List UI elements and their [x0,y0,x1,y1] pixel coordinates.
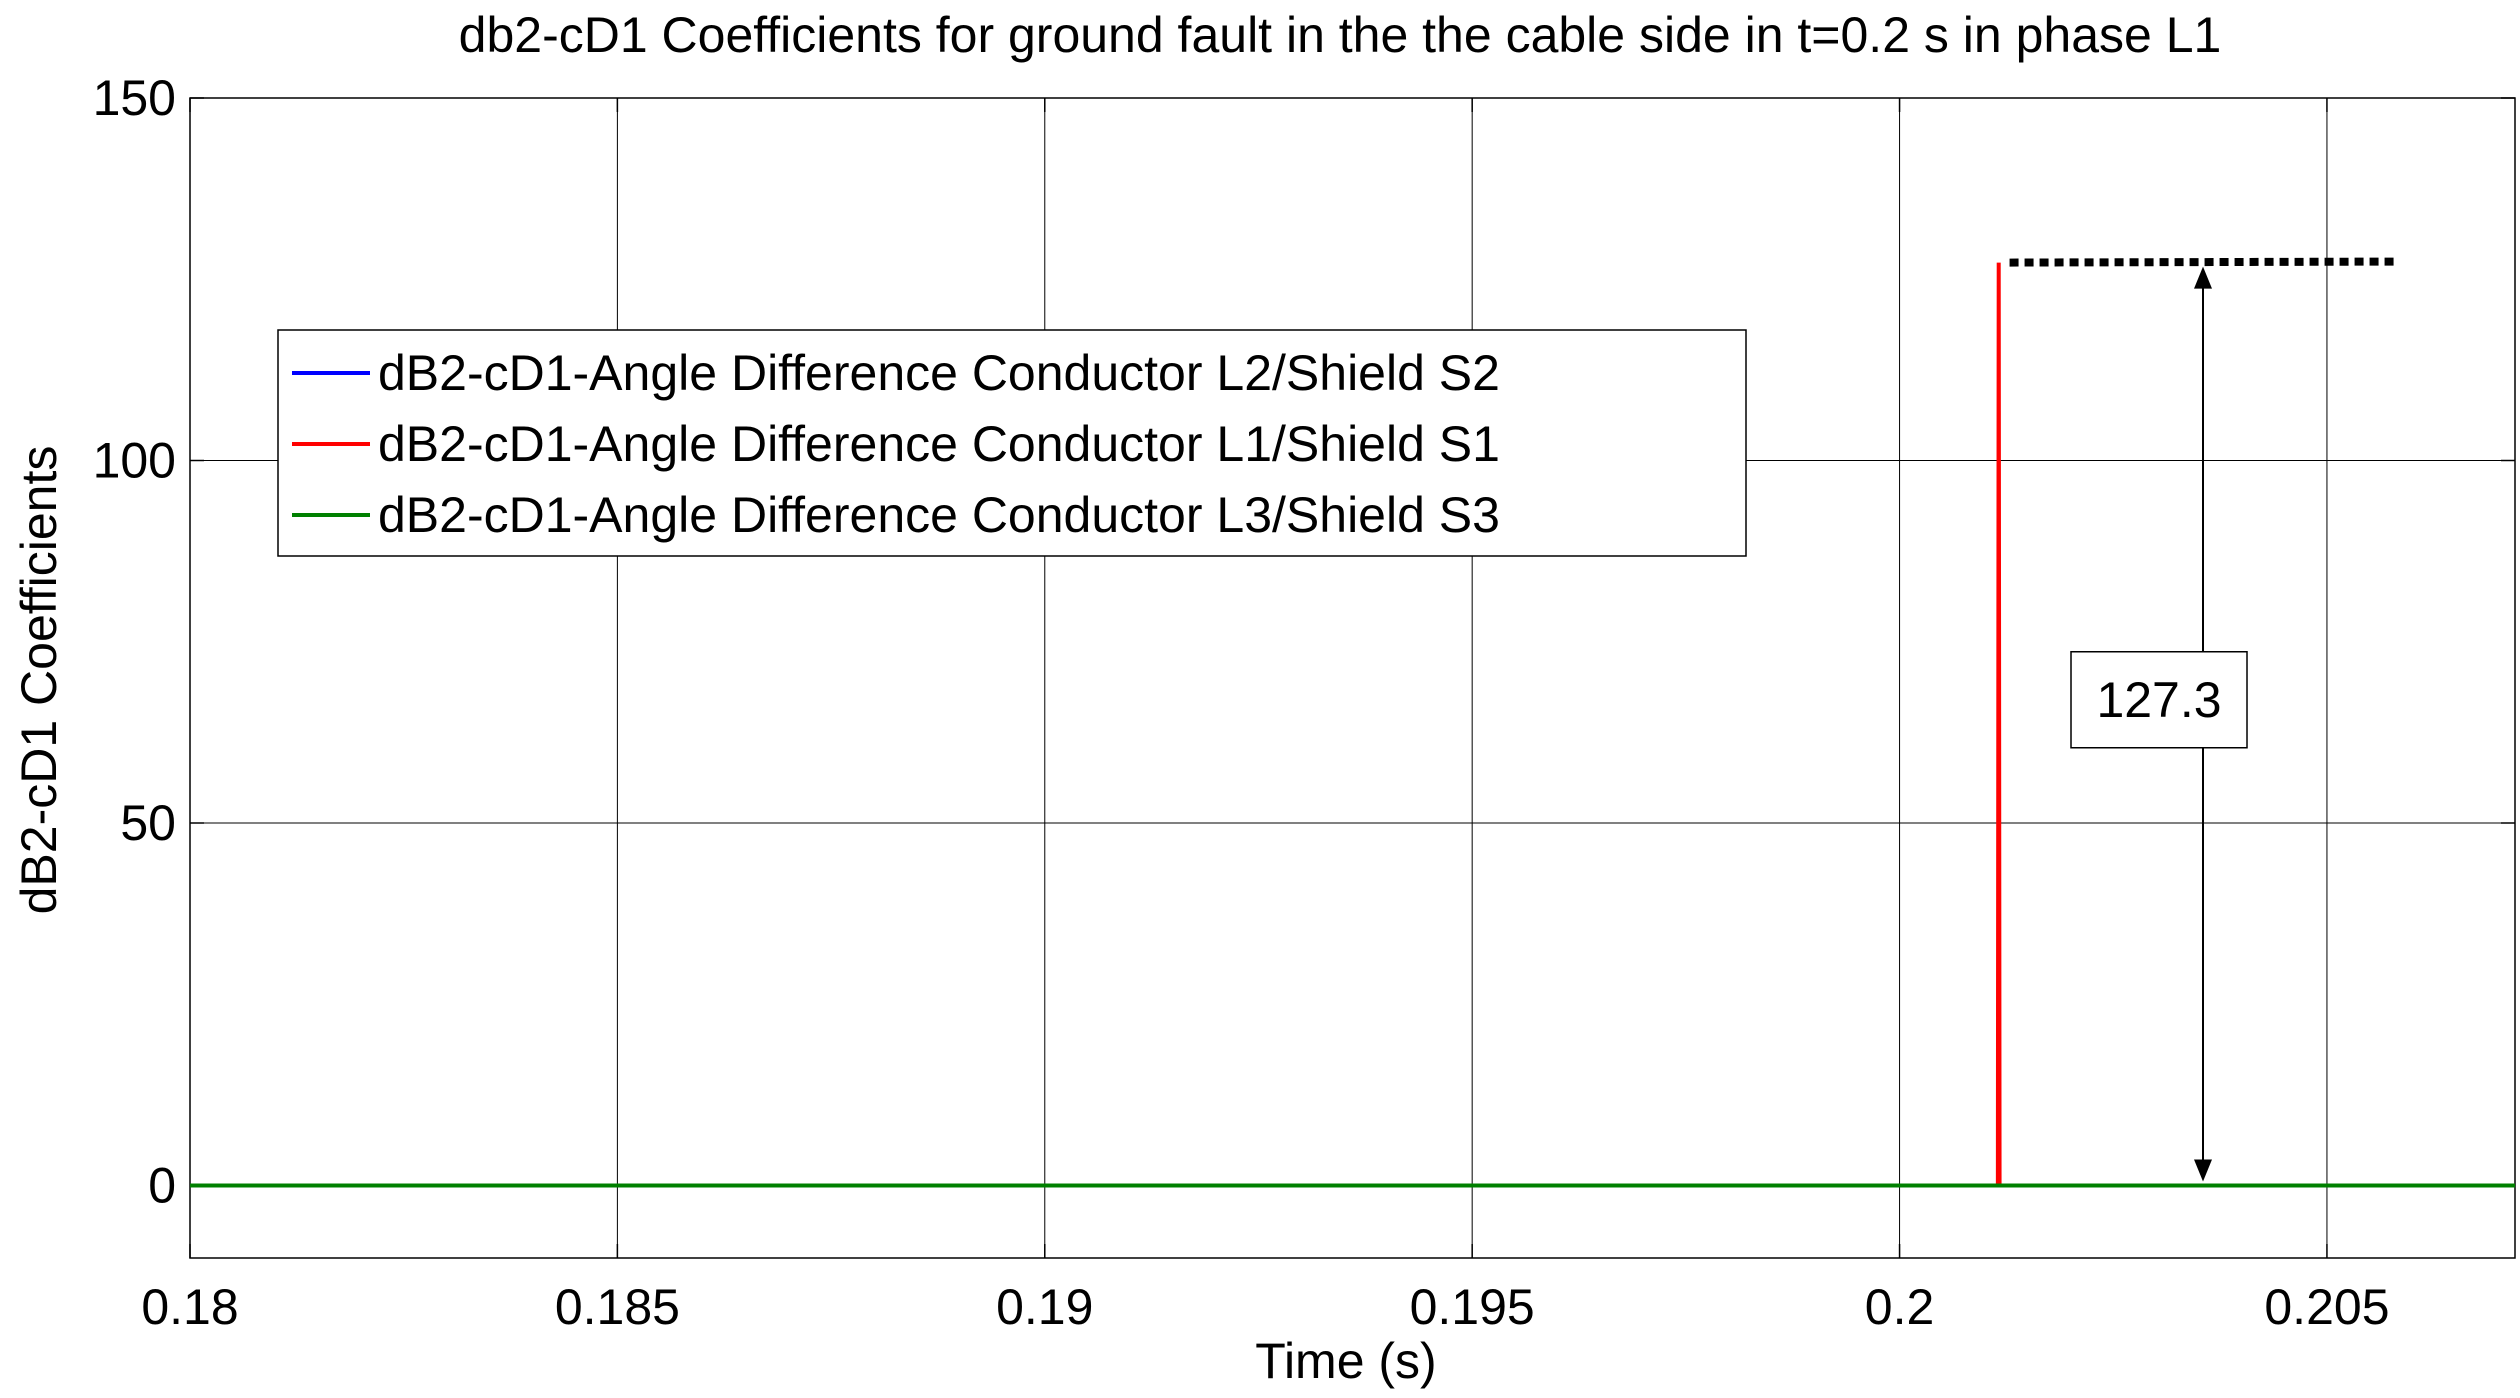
y-tick-label: 0 [148,1158,176,1214]
legend-label-l3: dB2-cD1-Angle Difference Conductor L3/Sh… [378,487,1500,543]
x-axis-label: Time (s) [1255,1333,1436,1389]
chart-title: db2-cD1 Coefficients for ground fault in… [459,7,2222,63]
legend-box [277,329,1747,557]
tick-labels: 0.18 0.185 0.19 0.195 0.2 0.205 0 50 100 150 [93,70,2390,1335]
x-tick-label: 0.205 [2264,1279,2389,1335]
legend: dB2-cD1-Angle Difference Conductor L2/Sh… [277,329,1747,557]
peak-arrow-head-down [2194,1159,2213,1182]
peak-label-text: 127.3 [2096,672,2221,728]
peak-label-box [2070,651,2248,749]
axes-frame [189,97,2516,1259]
peak-arrow-head-up [2194,266,2213,289]
x-tick-label: 0.19 [996,1279,1093,1335]
x-tick-label: 0.195 [1410,1279,1535,1335]
peak-dotted-line [2009,257,2396,267]
y-tick-label: 150 [93,70,176,126]
annotations: 127.3 [2009,257,2396,1182]
legend-label-l2: dB2-cD1-Angle Difference Conductor L2/Sh… [378,345,1500,401]
x-tick-label: 0.2 [1865,1279,1935,1335]
legend-label-l1: dB2-cD1-Angle Difference Conductor L1/Sh… [378,416,1500,472]
x-tick-label: 0.18 [141,1279,238,1335]
y-axis-label: dB2-cD1 Coefficients [11,446,67,915]
series-group [190,262,2515,1188]
y-tick-label: 50 [120,795,176,851]
x-tick-label: 0.185 [555,1279,680,1335]
y-tick-label: 100 [93,433,176,489]
